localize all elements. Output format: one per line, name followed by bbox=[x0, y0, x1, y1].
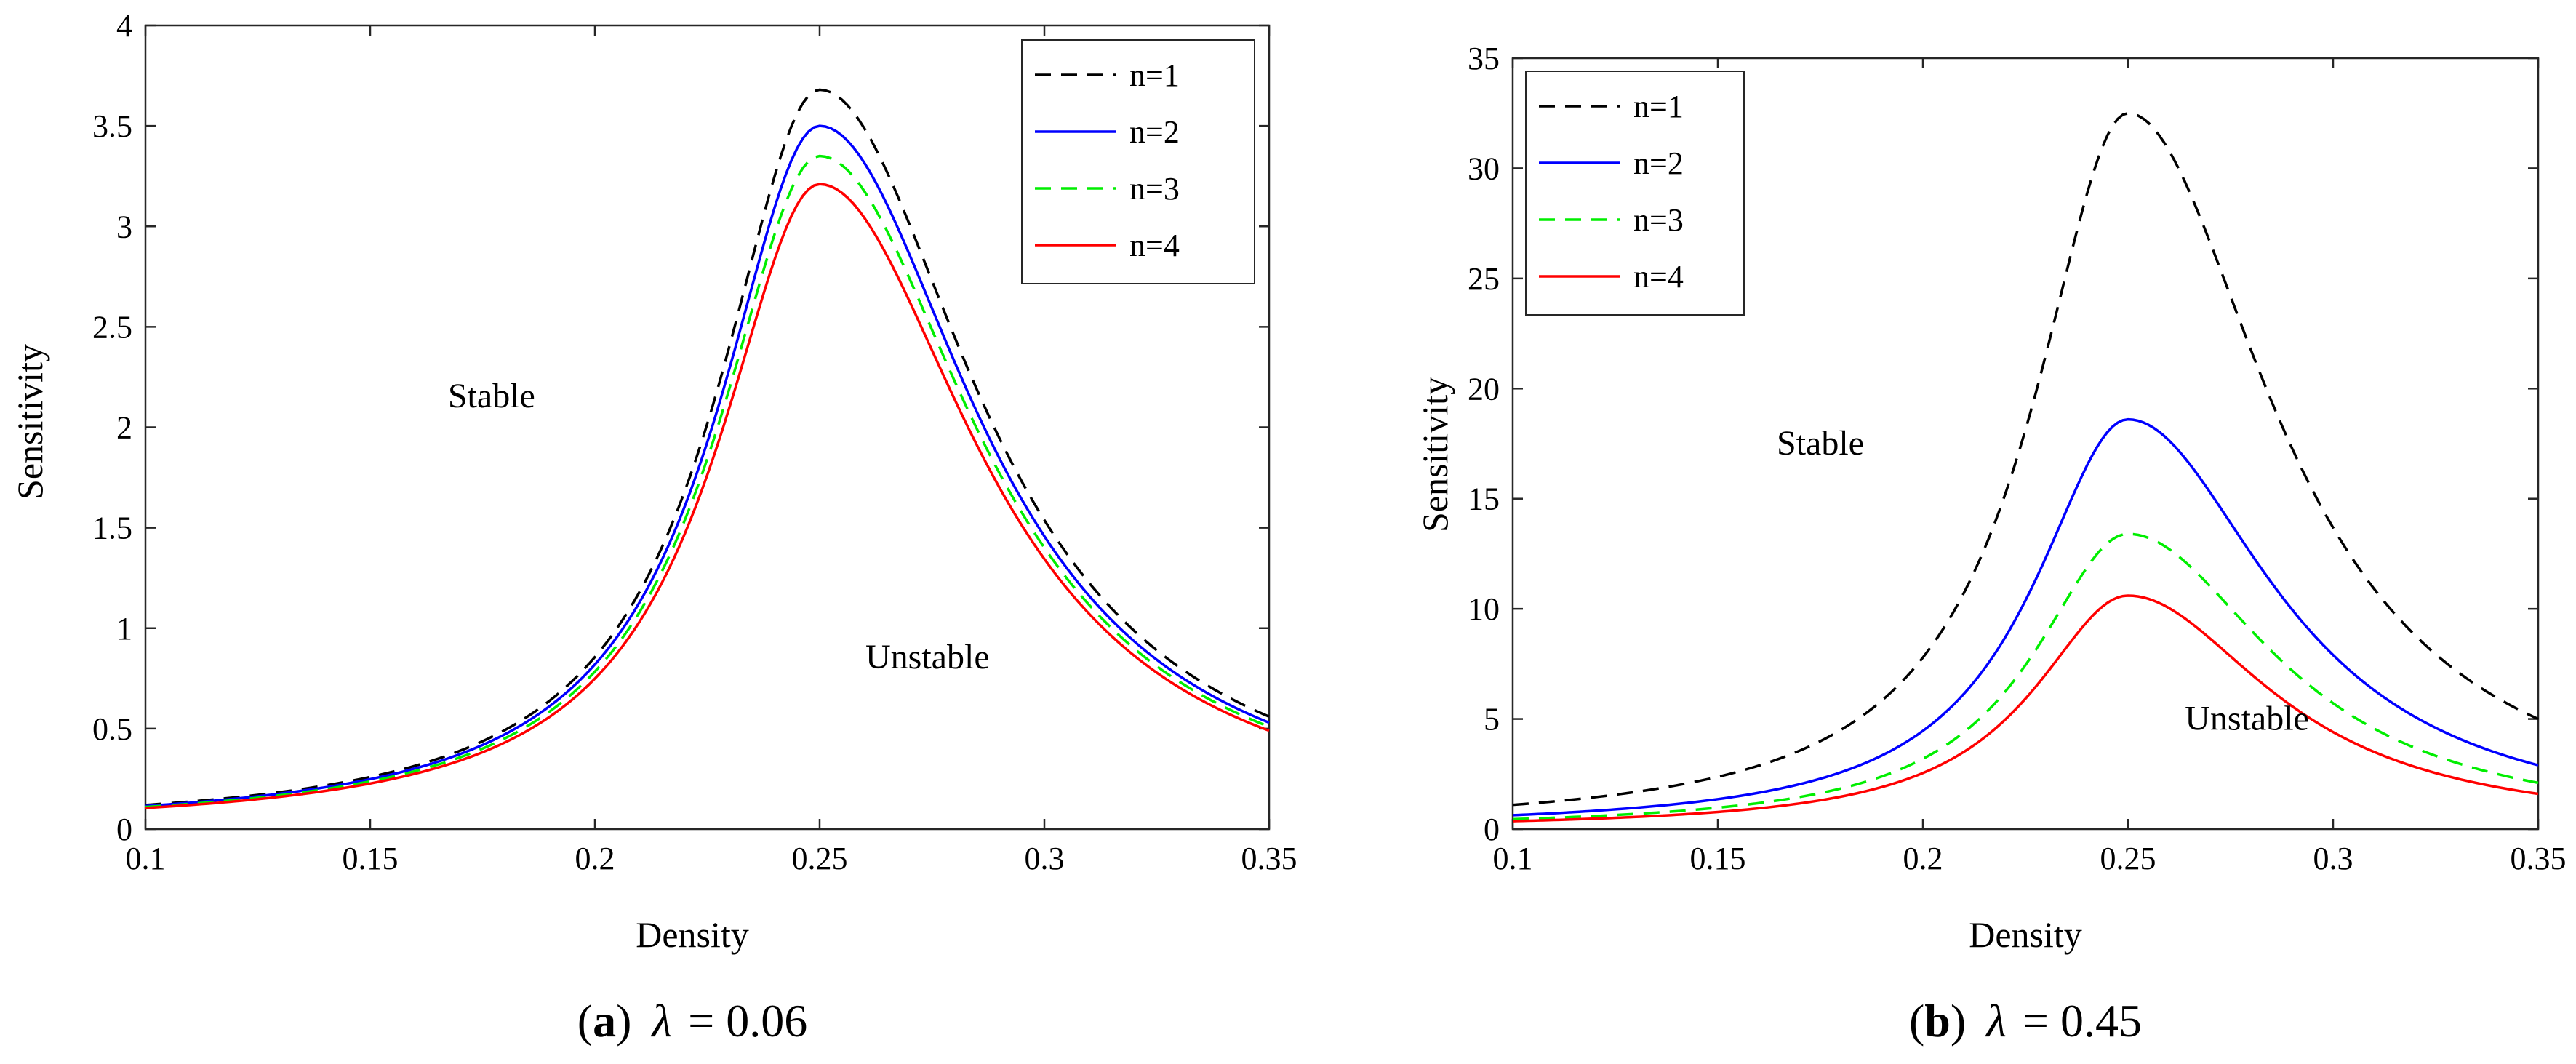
region-label-stable-b: Stable bbox=[1777, 424, 1864, 463]
x-tick-label: 0.25 bbox=[2100, 841, 2156, 876]
legend-entry: n=1 bbox=[1129, 57, 1180, 93]
plot-area-b: 0.1 0.15 0.2 0.25 0.3 0.3505101520253035Stabl… bbox=[1468, 41, 2567, 876]
x-tick-label: 0.2 bbox=[1903, 841, 1943, 876]
legend-b: n=1 n=2 n=3 n=4 bbox=[1526, 71, 1744, 315]
caption-value-b: = 0.45 bbox=[2023, 995, 2142, 1047]
legend-entry: n=3 bbox=[1633, 202, 1684, 238]
y-tick-label: 0.5 bbox=[92, 711, 132, 747]
y-tick-label: 3 bbox=[116, 209, 132, 244]
caption-label-b: b bbox=[1924, 995, 1951, 1047]
region-label-unstable-a: Unstable bbox=[865, 638, 990, 676]
y-tick-label: 5 bbox=[1484, 702, 1500, 737]
caption-b: (b) λ = 0.45 bbox=[1909, 995, 2142, 1047]
plot-area-a: 0.1 0.15 0.2 0.25 0.3 0.3500.511.522.533.54St… bbox=[92, 8, 1297, 876]
x-axis-label-a: Density bbox=[636, 914, 749, 955]
svg-text:(b)λ= 0.45: (b) λ = 0.45 bbox=[1909, 995, 2142, 1047]
caption-symbol-b: λ bbox=[1985, 995, 2007, 1047]
y-tick-label: 1.5 bbox=[92, 511, 132, 546]
series-line-n4-b bbox=[1513, 596, 2538, 821]
x-tick-label: 0.15 bbox=[343, 841, 399, 876]
x-tick-label: 0.25 bbox=[792, 841, 848, 876]
region-label-unstable-b: Unstable bbox=[2185, 700, 2309, 738]
y-tick-label: 35 bbox=[1468, 41, 1500, 76]
y-tick-label: 10 bbox=[1468, 591, 1500, 627]
legend-entry: n=4 bbox=[1633, 259, 1684, 295]
legend-entry: n=3 bbox=[1129, 171, 1180, 207]
legend-entry: n=2 bbox=[1633, 145, 1684, 181]
svg-text:(a)λ= 0.06: (a) λ = 0.06 bbox=[577, 995, 807, 1047]
caption-open-paren: ( bbox=[577, 995, 593, 1047]
caption-label-a: a bbox=[593, 995, 616, 1047]
y-axis-label-a: Sensitivity bbox=[9, 344, 50, 500]
x-tick-label: 0.35 bbox=[2511, 841, 2567, 876]
legend-entry: n=4 bbox=[1129, 228, 1180, 263]
series-line-n3-b bbox=[1513, 534, 2538, 819]
y-tick-label: 30 bbox=[1468, 151, 1500, 186]
y-tick-label: 0 bbox=[116, 812, 132, 847]
y-tick-label: 25 bbox=[1468, 261, 1500, 297]
legend-entry: n=2 bbox=[1129, 114, 1180, 150]
caption-close-paren: ) bbox=[616, 995, 631, 1047]
figure: 0.1 0.15 0.2 0.25 0.3 0.3500.511.522.533.54St… bbox=[0, 0, 2576, 1064]
y-tick-label: 15 bbox=[1468, 481, 1500, 517]
y-tick-label: 20 bbox=[1468, 371, 1500, 407]
x-tick-label: 0.15 bbox=[1690, 841, 1746, 876]
x-axis-label-b: Density bbox=[1969, 914, 2082, 955]
y-tick-label: 2 bbox=[116, 410, 132, 446]
caption-symbol-a: λ bbox=[650, 995, 672, 1047]
y-tick-label: 3.5 bbox=[92, 108, 132, 144]
region-label-stable-a: Stable bbox=[448, 377, 535, 415]
x-tick-label: 0.35 bbox=[1241, 841, 1297, 876]
panel-b: 0.1 0.15 0.2 0.25 0.3 0.3505101520253035Stabl… bbox=[1415, 41, 2567, 1047]
y-tick-label: 0 bbox=[1484, 812, 1500, 847]
x-tick-label: 0.3 bbox=[1025, 841, 1065, 876]
y-axis-label-b: Sensitivity bbox=[1415, 377, 1455, 532]
x-tick-label: 0.3 bbox=[2313, 841, 2353, 876]
y-tick-label: 4 bbox=[116, 8, 132, 44]
y-tick-label: 1 bbox=[116, 611, 132, 647]
caption-a: (a) λ = 0.06 bbox=[577, 995, 807, 1047]
legend-a: n=1 n=2 n=3 n=4 bbox=[1022, 40, 1255, 284]
caption-value-a: = 0.06 bbox=[688, 995, 807, 1047]
panel-a: 0.1 0.15 0.2 0.25 0.3 0.3500.511.522.533.54St… bbox=[9, 8, 1297, 1047]
y-tick-label: 2.5 bbox=[92, 309, 132, 345]
legend-entry: n=1 bbox=[1633, 89, 1684, 124]
x-tick-label: 0.2 bbox=[575, 841, 615, 876]
